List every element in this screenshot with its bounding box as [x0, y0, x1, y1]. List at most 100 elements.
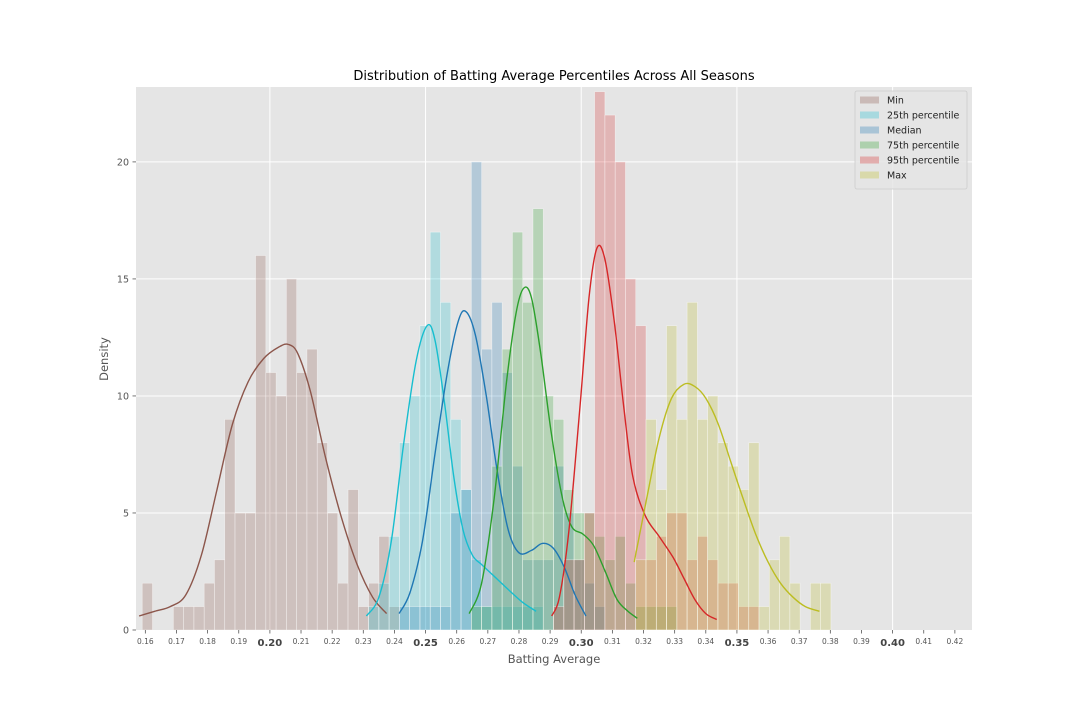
legend: Min 25th percentile Median 75th percentile 9… [854, 90, 968, 190]
histogram-bar [655, 489, 667, 631]
x-tick-label: 0.21 [293, 637, 310, 646]
legend-label: 75th percentile [887, 141, 960, 152]
kde-line [398, 310, 587, 617]
histogram-bar [399, 442, 410, 631]
x-tick-label: 0.40 [880, 638, 905, 649]
x-tick-label: 0.39 [853, 637, 870, 646]
legend-swatch [860, 126, 879, 134]
x-tick-label: 0.18 [199, 637, 216, 646]
histogram-bar [717, 442, 729, 631]
legend-swatch [860, 141, 879, 149]
histogram-bar [234, 512, 246, 631]
histogram-bar [727, 465, 739, 631]
histogram-bar [584, 512, 595, 631]
histogram-bar [388, 536, 400, 631]
x-tick-label: 0.38 [822, 637, 839, 646]
bar-group [141, 255, 400, 631]
y-tick-label: 15 [117, 274, 129, 285]
chart-title: Distribution of Batting Average Percenti… [353, 69, 754, 84]
y-axis-label: Density [97, 337, 111, 381]
axes: 0.16 0.17 0.18 0.19 0.20 0.21 0.22 0.23 0.24 0.25… [117, 157, 964, 649]
histogram-bar [666, 325, 678, 631]
x-tick-label: 0.33 [666, 637, 683, 646]
histogram-bar [522, 302, 534, 631]
histogram-bar [419, 606, 431, 631]
legend-label: 25th percentile [887, 111, 960, 122]
x-tick-label: 0.19 [230, 637, 247, 646]
histogram-bar [337, 582, 349, 631]
histogram-bar [265, 372, 277, 631]
histogram-bar [193, 606, 205, 631]
plot-area [136, 87, 972, 630]
histogram-bar [604, 114, 616, 631]
histogram-bar [789, 582, 801, 631]
histogram-bar [296, 372, 308, 631]
x-tick-label: 0.16 [137, 637, 154, 646]
x-tick-label: 0.35 [725, 638, 750, 649]
x-tick-label: 0.17 [168, 637, 185, 646]
histogram-bar [769, 559, 780, 631]
kde-line [365, 323, 537, 617]
histogram-bar [625, 278, 637, 631]
histogram-bar [141, 582, 153, 631]
histogram-bar [481, 606, 493, 631]
histogram-bar [820, 582, 832, 631]
histogram-bar [183, 606, 195, 631]
x-tick-label: 0.23 [355, 637, 372, 646]
histogram-bar [440, 302, 452, 631]
histogram-bar [440, 606, 452, 631]
legend-label: 95th percentile [887, 156, 960, 167]
histogram-bar [748, 442, 760, 631]
histogram-bar [409, 606, 421, 631]
x-tick-label: 0.31 [604, 637, 621, 646]
y-tick-label: 20 [117, 157, 129, 168]
histogram-bar [203, 582, 215, 631]
y-tick-label: 5 [123, 508, 129, 519]
kde-line [551, 244, 718, 621]
histogram-bar [327, 512, 339, 631]
histogram-bar [306, 348, 318, 631]
histogram-bar [635, 559, 647, 631]
legend-swatch [860, 156, 879, 164]
legend-label: Median [887, 126, 922, 137]
x-tick-label: 0.22 [324, 637, 341, 646]
histogram-bar [244, 512, 256, 631]
histogram-bar [758, 606, 770, 631]
legend-label: Max [887, 171, 907, 182]
x-tick-label: 0.37 [791, 637, 808, 646]
histogram-bar [532, 208, 544, 631]
histogram-bar [614, 161, 626, 631]
histogram-bar [450, 512, 462, 631]
x-tick-label: 0.34 [697, 637, 714, 646]
histogram-bar [676, 419, 688, 631]
x-tick-label: 0.36 [760, 637, 777, 646]
x-tick-label: 0.25 [413, 638, 438, 649]
histogram-bar [686, 302, 698, 631]
histogram-bar [275, 395, 287, 631]
histogram-bar [214, 559, 226, 631]
histogram-bar [286, 278, 297, 631]
histogram-bar [481, 348, 493, 631]
histogram-bar [173, 606, 184, 631]
histogram-bar [409, 395, 421, 631]
x-tick-label: 0.20 [258, 638, 283, 649]
kde-line [468, 286, 638, 619]
kde-line [138, 343, 388, 617]
x-axis-label: Batting Average [508, 652, 601, 666]
y-tick-label: 10 [117, 391, 129, 402]
legend-frame [854, 90, 968, 190]
x-tick-label: 0.24 [386, 637, 403, 646]
x-tick-label: 0.27 [479, 637, 496, 646]
legend-swatch [860, 96, 879, 104]
legend-label: Min [887, 96, 904, 107]
histogram-bar [810, 582, 821, 631]
histogram-bars [141, 91, 832, 631]
x-tick-label: 0.42 [947, 637, 964, 646]
x-tick-label: 0.30 [569, 638, 594, 649]
y-tick-label: 0 [123, 626, 129, 637]
x-tick-label: 0.29 [542, 637, 559, 646]
histogram-bar [460, 489, 472, 631]
histogram-bar [429, 606, 441, 631]
